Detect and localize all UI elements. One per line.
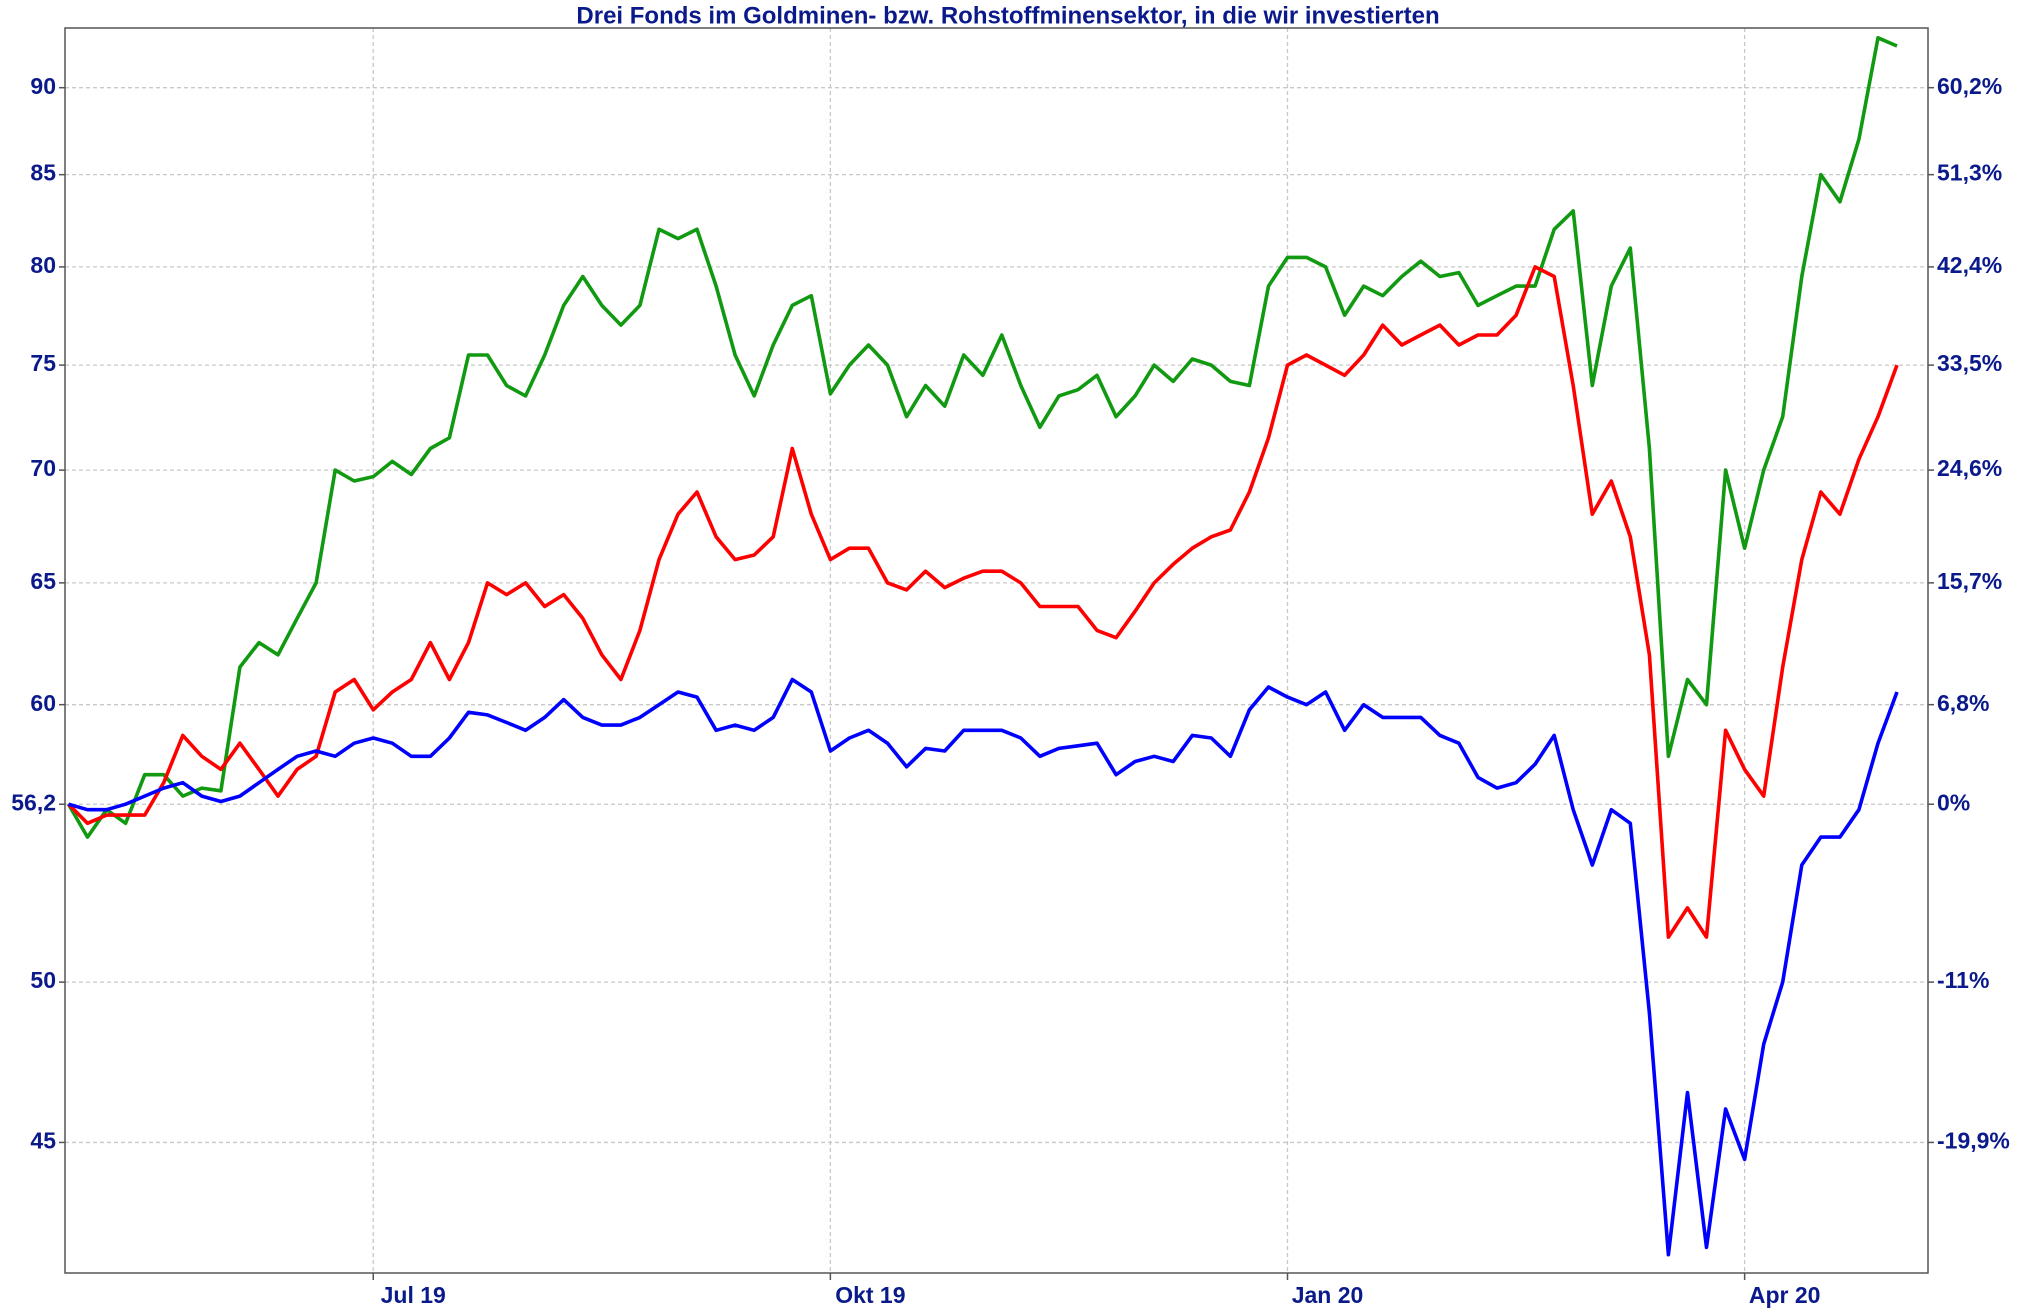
y-tick-label: 45 xyxy=(30,1128,56,1154)
y2-tick-label: 24,6% xyxy=(1937,455,2002,481)
y2-tick-label: 60,2% xyxy=(1937,73,2002,99)
y-tick-label: 75 xyxy=(30,350,56,376)
y-tick-label: 70 xyxy=(30,455,56,481)
y-tick-label: 60 xyxy=(30,690,56,716)
y-tick-label: 50 xyxy=(30,967,56,993)
y-tick-label: 90 xyxy=(30,73,56,99)
y2-tick-label: 15,7% xyxy=(1937,568,2002,594)
x-tick-label: Okt 19 xyxy=(835,1282,905,1308)
x-tick-label: Jul 19 xyxy=(381,1282,446,1308)
series-line xyxy=(67,677,1899,1257)
y2-tick-label: 6,8% xyxy=(1937,690,1989,716)
y2-tick-label: 51,3% xyxy=(1937,160,2002,186)
y-tick-label: 80 xyxy=(30,252,56,278)
y2-tick-label: -11% xyxy=(1937,967,1989,993)
chart-title: Drei Fonds im Goldminen- bzw. Rohstoffmi… xyxy=(576,2,1439,29)
y2-tick-label: 0% xyxy=(1937,789,1970,815)
x-tick-label: Apr 20 xyxy=(1749,1282,1821,1308)
y2-tick-label: 33,5% xyxy=(1937,350,2002,376)
plot-frame xyxy=(64,27,1929,1274)
series-line xyxy=(66,36,1898,839)
series-line xyxy=(67,265,1899,939)
x-tick-label: Jan 20 xyxy=(1292,1282,1364,1308)
y-tick-label: 85 xyxy=(30,160,56,186)
y-tick-label: 65 xyxy=(30,568,56,594)
y-tick-label: 56,2 xyxy=(11,789,56,815)
y2-tick-label: -19,9% xyxy=(1937,1128,2010,1154)
y2-tick-label: 42,4% xyxy=(1937,252,2002,278)
